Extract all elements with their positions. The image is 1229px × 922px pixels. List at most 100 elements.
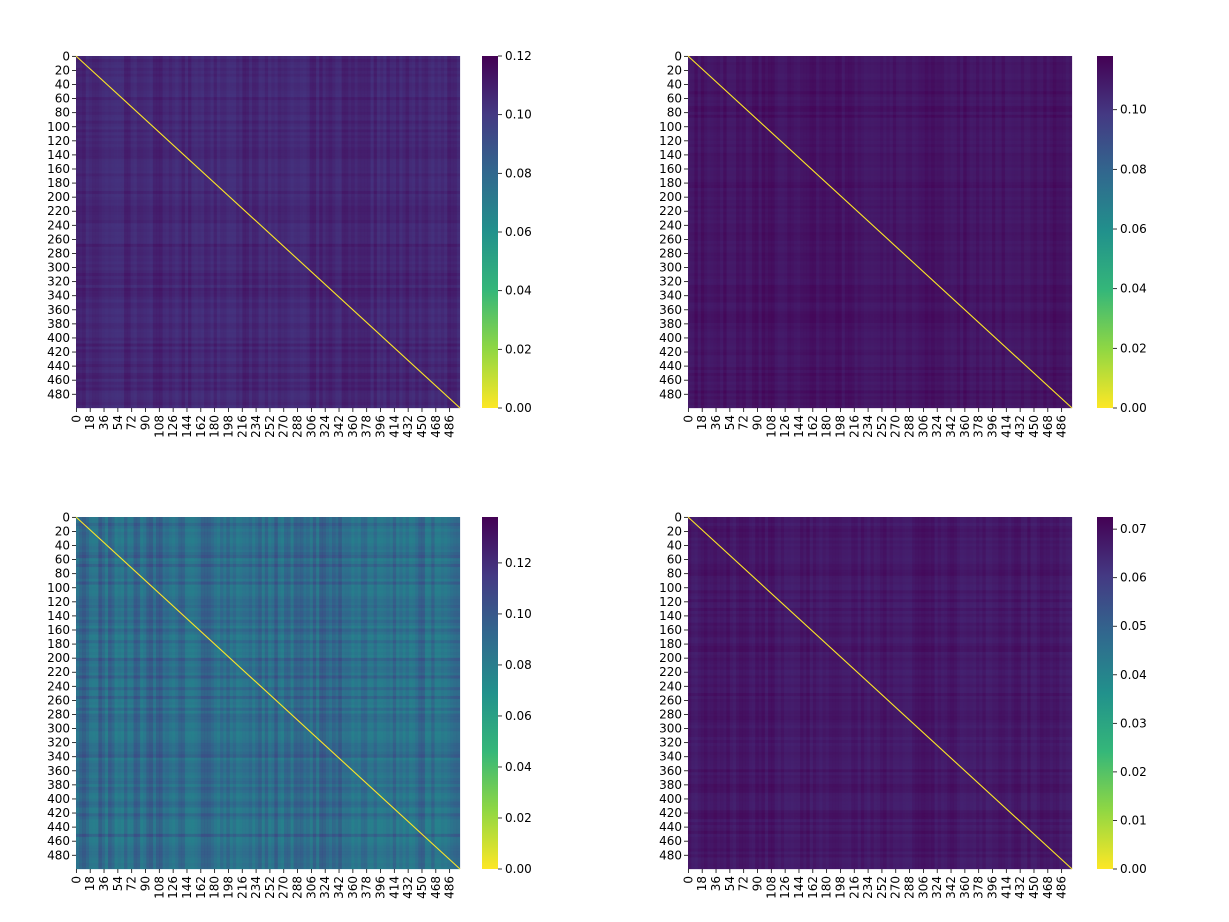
x-tick-label: 126 bbox=[166, 876, 180, 899]
heatmap-col-band bbox=[348, 517, 352, 869]
heatmap-col-band bbox=[841, 56, 846, 408]
heatmap-row-band bbox=[688, 742, 1072, 747]
heatmap-col-band bbox=[184, 517, 189, 869]
heatmap-row-band bbox=[688, 237, 1072, 242]
heatmap-col-band bbox=[720, 517, 724, 869]
heatmap-col-band bbox=[303, 56, 307, 408]
heatmap-col-band bbox=[156, 56, 160, 408]
y-tick-label: 0 bbox=[674, 510, 682, 524]
heatmap-col-band bbox=[373, 517, 378, 869]
heatmap-col-band bbox=[729, 517, 734, 869]
heatmap-panel-top-left: 0204060801001201401601802002202402602803… bbox=[47, 49, 532, 438]
heatmap-row-band bbox=[76, 70, 460, 74]
heatmap-col-band bbox=[207, 56, 211, 408]
heatmap-col-band bbox=[296, 56, 301, 408]
heatmap-col-band bbox=[828, 517, 833, 869]
heatmap-row-band bbox=[688, 819, 1072, 823]
x-tick-label: 252 bbox=[263, 415, 277, 438]
heatmap-row-band bbox=[76, 193, 460, 198]
heatmap-row-band bbox=[688, 164, 1072, 168]
heatmap-col-band bbox=[915, 56, 919, 408]
heatmap-col-band bbox=[828, 56, 833, 408]
y-tick-label: 320 bbox=[659, 736, 682, 750]
heatmap-col-band bbox=[812, 517, 817, 869]
heatmap-col-band bbox=[146, 56, 150, 408]
heatmap-row-band bbox=[688, 728, 1072, 732]
y-tick-label: 220 bbox=[659, 204, 682, 218]
heatmap-col-band bbox=[768, 517, 772, 869]
x-tick-label: 36 bbox=[709, 876, 723, 891]
heatmap-row-band bbox=[76, 387, 460, 391]
heatmap-row-band bbox=[76, 792, 460, 796]
y-tick-label: 200 bbox=[47, 190, 70, 204]
x-tick-label: 270 bbox=[277, 876, 291, 899]
y-tick-label: 420 bbox=[47, 806, 70, 820]
y-tick-label: 300 bbox=[659, 722, 682, 736]
heatmap-row-band bbox=[76, 822, 460, 826]
colorbar-tick-label: 0.12 bbox=[505, 49, 532, 63]
x-tick-label: 108 bbox=[764, 415, 778, 438]
x-tick-label: 414 bbox=[387, 876, 401, 899]
heatmap-row-band bbox=[688, 352, 1072, 356]
heatmap-col-band bbox=[396, 517, 400, 869]
heatmap-col-band bbox=[1020, 56, 1025, 408]
heatmap-col-band bbox=[159, 56, 163, 408]
heatmap-row-band bbox=[688, 737, 1072, 741]
y-tick-label: 200 bbox=[659, 190, 682, 204]
heatmap-col-band bbox=[335, 56, 339, 408]
heatmap-col-band bbox=[312, 517, 317, 869]
heatmap-row-band bbox=[688, 851, 1072, 855]
heatmap-col-band bbox=[255, 517, 259, 869]
heatmap-col-band bbox=[351, 56, 355, 408]
y-tick-label: 260 bbox=[47, 232, 70, 246]
heatmap-row-band bbox=[76, 687, 460, 691]
heatmap-col-band bbox=[812, 56, 817, 408]
heatmap-col-band bbox=[1043, 56, 1047, 408]
heatmap-row-band bbox=[688, 331, 1072, 335]
heatmap-row-band bbox=[76, 781, 460, 785]
heatmap-row-band bbox=[688, 558, 1072, 562]
heatmap-row-band bbox=[688, 816, 1072, 820]
heatmap-row-band bbox=[76, 246, 460, 250]
heatmap-row-band bbox=[688, 369, 1072, 374]
heatmap-row-band bbox=[688, 70, 1072, 74]
x-tick-label: 486 bbox=[1055, 876, 1069, 899]
heatmap-col-band bbox=[745, 517, 750, 869]
heatmap-col-band bbox=[178, 517, 182, 869]
heatmap-diagonal bbox=[687, 55, 1073, 409]
heatmap-row-band bbox=[76, 372, 460, 377]
heatmap-row-band bbox=[76, 331, 460, 335]
heatmap-col-band bbox=[956, 517, 961, 869]
heatmap-col-band bbox=[854, 517, 858, 869]
heatmap-row-band bbox=[76, 234, 460, 239]
heatmap-row-band bbox=[76, 349, 460, 353]
heatmap-row-band bbox=[76, 613, 460, 618]
heatmap-row-band bbox=[688, 663, 1072, 667]
heatmap-row-band bbox=[76, 287, 460, 291]
heatmap-row-band bbox=[76, 305, 460, 309]
heatmap-col-band bbox=[245, 56, 250, 408]
y-tick-label: 140 bbox=[47, 609, 70, 623]
heatmap-row-band bbox=[76, 593, 460, 597]
heatmap-row-band bbox=[76, 390, 460, 394]
x-tick-label: 414 bbox=[999, 876, 1013, 899]
heatmap-row-band bbox=[688, 105, 1072, 110]
heatmap-row-band bbox=[76, 596, 460, 600]
heatmap-row-band bbox=[76, 290, 460, 294]
heatmap-col-band bbox=[966, 56, 970, 408]
heatmap-col-band bbox=[838, 56, 842, 408]
heatmap-row-band bbox=[688, 690, 1072, 694]
heatmap-col-band bbox=[832, 56, 836, 408]
heatmap-row-band bbox=[76, 566, 460, 571]
heatmap-col-band bbox=[777, 517, 782, 869]
heatmap-row-band bbox=[688, 581, 1072, 585]
heatmap-row-band bbox=[76, 572, 460, 576]
heatmap-col-band bbox=[768, 56, 772, 408]
heatmap-col-band bbox=[453, 517, 458, 869]
heatmap-col-band bbox=[264, 517, 269, 869]
heatmap-col-band bbox=[380, 517, 384, 869]
heatmap-col-band bbox=[418, 517, 422, 869]
heatmap-col-band bbox=[248, 517, 253, 869]
x-tick-label: 360 bbox=[958, 876, 972, 899]
